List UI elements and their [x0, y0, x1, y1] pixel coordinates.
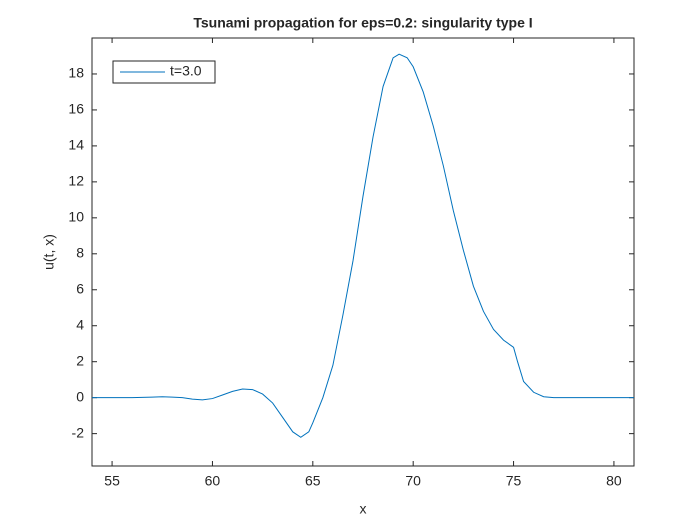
x-axis-label: x — [360, 501, 367, 517]
x-tick-label: 80 — [606, 473, 622, 489]
y-tick-label: 4 — [76, 316, 84, 332]
x-tick-label: 75 — [506, 473, 522, 489]
legend-box — [112, 60, 216, 84]
y-axis-label: u(t, x) — [41, 234, 57, 270]
y-tick-label: 16 — [68, 101, 84, 117]
chart-title: Tsunami propagation for eps=0.2: singula… — [193, 15, 532, 31]
y-tick-label: 10 — [68, 209, 84, 225]
y-tick-label: 18 — [68, 65, 84, 81]
y-tick-label: -2 — [72, 424, 85, 440]
y-tick-label: 0 — [76, 388, 84, 404]
x-tick-label: 55 — [104, 473, 120, 489]
y-tick-label: 6 — [76, 280, 84, 296]
x-tick-label: 65 — [305, 473, 321, 489]
y-tick-label: 12 — [68, 173, 84, 189]
y-tick-label: 2 — [76, 352, 84, 368]
y-tick-label: 8 — [76, 245, 84, 261]
x-tick-label: 70 — [405, 473, 421, 489]
y-tick-label: 14 — [68, 137, 84, 153]
legend-label: t=3.0 — [170, 63, 202, 79]
x-tick-label: 60 — [205, 473, 221, 489]
plot-area — [91, 37, 635, 467]
line-series — [92, 53, 634, 438]
